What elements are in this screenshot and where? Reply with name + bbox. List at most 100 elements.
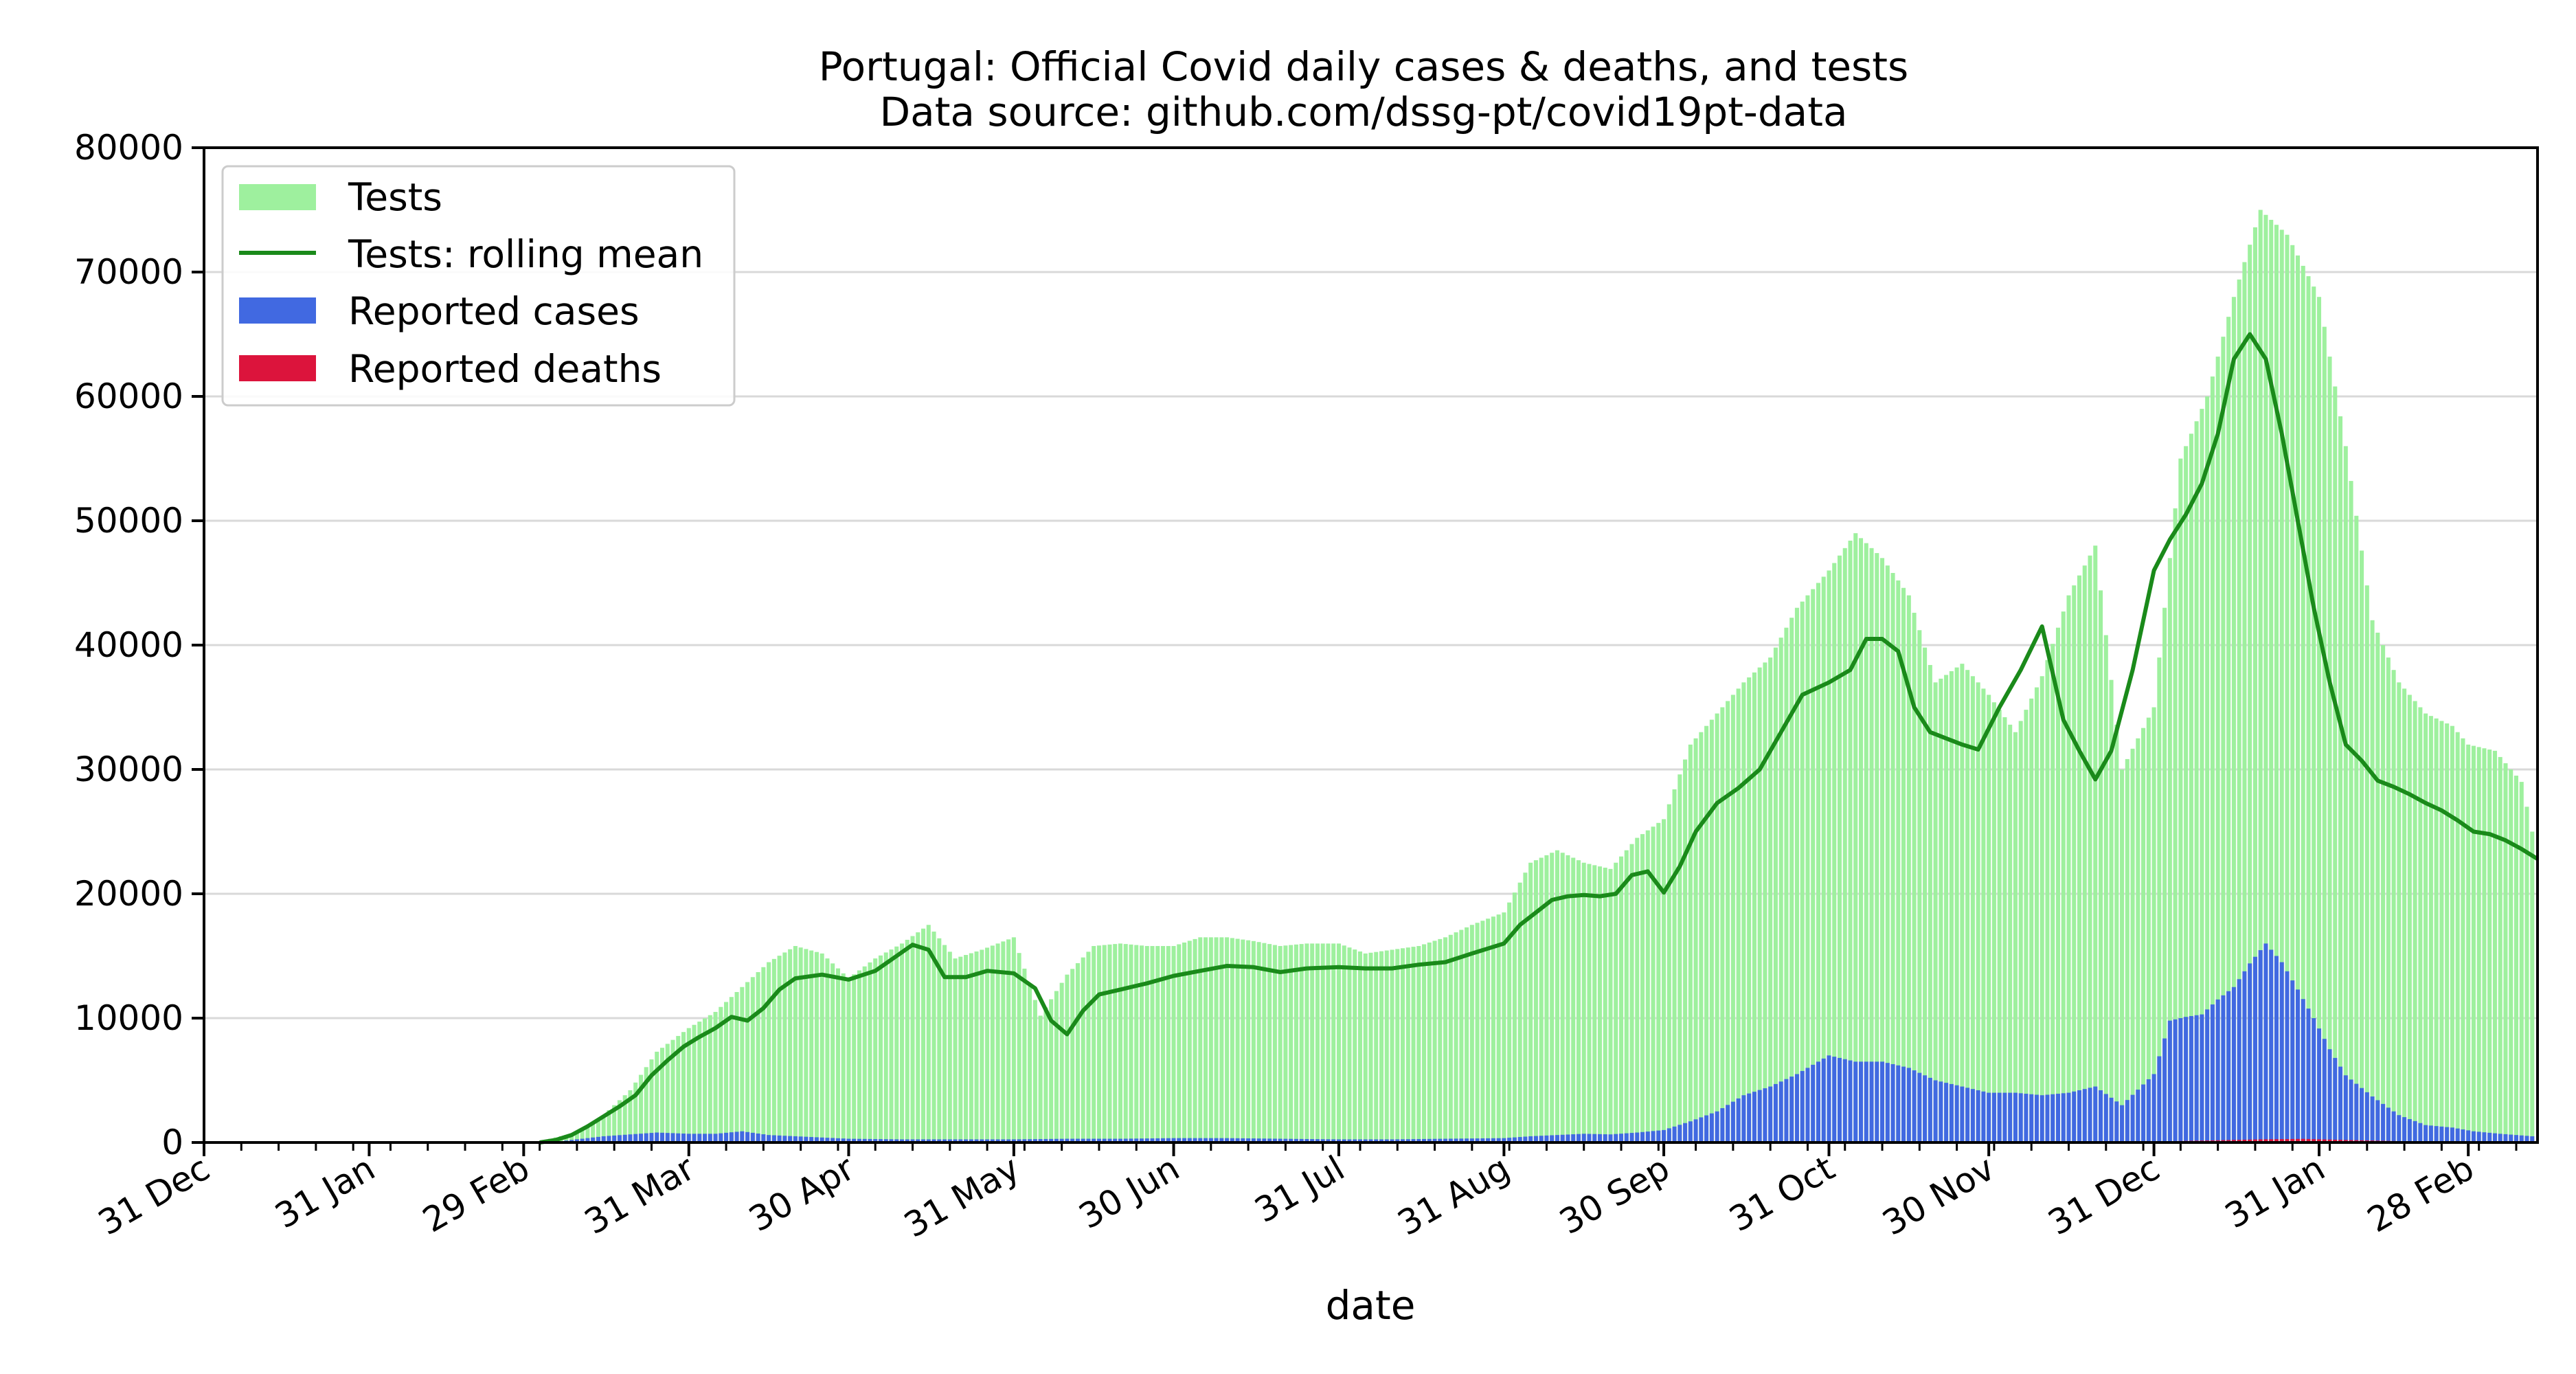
cases-bar (862, 1138, 867, 1142)
tests-bar (782, 952, 787, 1142)
cases-bar (1645, 1131, 1650, 1142)
cases-bar (883, 1139, 888, 1142)
tests-bar (1032, 1000, 1037, 1142)
cases-bar (734, 1131, 739, 1142)
tests-bar (1038, 1015, 1043, 1142)
x-tick-label: 31 Dec (2042, 1148, 2167, 1243)
tests-bar (2498, 756, 2502, 1142)
tests-bar (1789, 618, 1794, 1142)
cases-bar (2013, 1092, 2018, 1142)
tests-bar (1640, 834, 1645, 1142)
cases-bar (1214, 1138, 1219, 1142)
cases-bar (703, 1134, 708, 1142)
cases-bar (2237, 979, 2241, 1142)
tests-bar (798, 947, 803, 1142)
legend-label-tests: Tests (348, 175, 442, 219)
cases-bar (1161, 1138, 1166, 1142)
cases-bar (2509, 1134, 2513, 1142)
tests-bar (2184, 446, 2189, 1142)
tests-bar (1480, 921, 1485, 1142)
deaths-bar (2258, 1139, 2263, 1142)
cases-bar (2274, 956, 2279, 1142)
tests-bar (1289, 945, 1293, 1142)
deaths-bar (2290, 1138, 2295, 1142)
tests-bar (719, 1006, 723, 1142)
cases-bar (1906, 1068, 1911, 1142)
cases-bar (1517, 1137, 1522, 1142)
tests-bar (1465, 927, 1469, 1142)
tests-bar (1667, 804, 1671, 1142)
tests-bar (2524, 807, 2529, 1142)
cases-bar (1693, 1119, 1698, 1142)
cases-bar (1182, 1138, 1187, 1142)
cases-bar (2370, 1096, 2375, 1142)
cases-bar (2018, 1093, 2023, 1142)
y-tick-label: 30000 (74, 750, 183, 789)
x-tick-label: 31 Dec (91, 1148, 216, 1243)
deaths-bar (2295, 1138, 2301, 1142)
cases-bar (729, 1132, 734, 1142)
cases-bar (2066, 1092, 2071, 1142)
cases-bar (2343, 1075, 2348, 1142)
tests-bar (1204, 937, 1208, 1142)
tests-bar (574, 1132, 579, 1142)
tests-bar (2476, 747, 2481, 1142)
cases-bar (2002, 1092, 2007, 1142)
cases-bar (2221, 995, 2226, 1142)
tests-bar (2354, 515, 2359, 1142)
tests-bar (2210, 376, 2215, 1142)
cases-bar (2029, 1094, 2034, 1142)
cases-bar (931, 1139, 936, 1142)
tests-bar (1821, 576, 1826, 1142)
tests-bar (1960, 664, 1965, 1142)
cases-bar (1304, 1138, 1309, 1142)
cases-bar (1928, 1077, 1932, 1142)
cases-bar (2519, 1135, 2524, 1142)
tests-bar (862, 966, 867, 1142)
tests-bar (2099, 590, 2103, 1142)
cases-bar (2386, 1107, 2391, 1142)
cases-bar (1081, 1138, 1085, 1142)
tests-bar (916, 932, 920, 1142)
tests-bar (1496, 914, 1501, 1142)
tests-bar (1842, 548, 1847, 1142)
cases-bar (574, 1139, 579, 1142)
tests-bars (548, 210, 2535, 1143)
cases-bar (2413, 1120, 2417, 1142)
tests-bar (964, 955, 969, 1142)
cases-bar (868, 1138, 872, 1142)
tests-bar (745, 982, 750, 1142)
cases-bar (777, 1135, 782, 1142)
tests-bar (1885, 565, 1890, 1142)
cases-bar (1507, 1138, 1512, 1142)
tests-bar (1011, 937, 1016, 1142)
tests-bar (2082, 565, 2087, 1142)
cases-bar (2248, 963, 2252, 1142)
cases-bar (1134, 1138, 1139, 1142)
tests-bar (1144, 946, 1149, 1142)
tests-bar (2055, 627, 2061, 1142)
cases-bar (1225, 1138, 1230, 1142)
cases-bar (788, 1136, 793, 1142)
tests-bar (820, 953, 824, 1142)
cases-bar (1465, 1138, 1469, 1142)
cases-bar (2530, 1136, 2535, 1142)
tests-bar (1075, 963, 1080, 1142)
tests-bar (1736, 688, 1741, 1142)
cases-bar (2263, 943, 2268, 1142)
cases-bar (1784, 1079, 1789, 1142)
cases-bar (1459, 1138, 1464, 1142)
cases-bar (1832, 1057, 1837, 1142)
cases-bar (670, 1133, 675, 1142)
cases-bar (1204, 1138, 1208, 1142)
cases-bar (814, 1137, 819, 1142)
cases-bar (644, 1133, 648, 1142)
cases-bar (2103, 1094, 2108, 1142)
cases-bar (1246, 1138, 1251, 1142)
cases-bar (1267, 1138, 1272, 1142)
cases-bar (2306, 1009, 2311, 1142)
cases-bar (1293, 1138, 1298, 1142)
cases-bar (820, 1137, 824, 1142)
tests-bar (1614, 862, 1618, 1142)
cases-bar (2151, 1074, 2156, 1142)
